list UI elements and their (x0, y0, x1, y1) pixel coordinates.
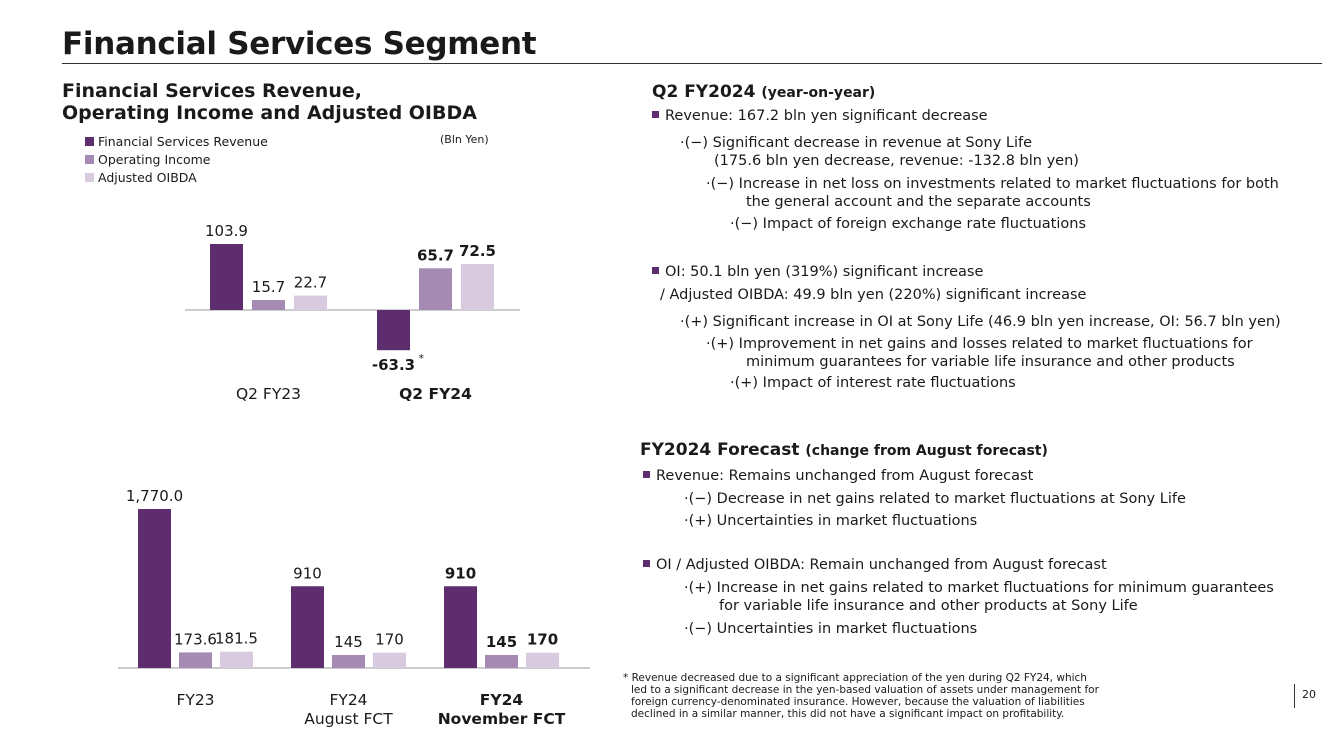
category-label-1-1: August FCT (304, 710, 393, 728)
fc-rev-r2: ·(+) Uncertainties in market fluctuation… (684, 513, 978, 529)
bar-operating-income-1 (332, 654, 365, 668)
data-label-adjusted-oibda-1: 72.5 (459, 242, 496, 260)
bar-adjusted-oibda-0 (220, 651, 253, 668)
fc-heading: FY2024 Forecast (change from August fore… (640, 440, 1048, 460)
fc-oi-text: OI / Adjusted OIBDA: Remain unchanged fr… (656, 557, 1107, 573)
legend-item-oibda: Adjusted OIBDA (85, 170, 197, 185)
bar-operating-income-0 (179, 652, 212, 668)
q2-oi-m2: ·(+) Improvement in net gains and losses… (706, 336, 1253, 352)
q2-rev-l4: the general account and the separate acc… (746, 194, 1091, 210)
data-label-adjusted-oibda-0: 181.5 (215, 630, 258, 648)
footnote-line-3: foreign currency-denominated insurance. … (631, 696, 1085, 708)
q2-oi-bullet: OI: 50.1 bln yen (319%) significant incr… (652, 263, 983, 281)
footnote-line-2: led to a significant decrease in the yen… (631, 684, 1099, 696)
charts-svg: 103.9 15.7 22.7 Q2 FY23 -63.3 * 65.7 72.5 Q2 FY2… (118, 222, 590, 728)
fc-heading-sub: (change from August forecast) (805, 443, 1048, 459)
q2-oi-text: OI: 50.1 bln yen (319%) significant incr… (665, 264, 984, 280)
chart-title-line-1: Financial Services Revenue, (62, 80, 362, 102)
fc-oi-bullet: OI / Adjusted OIBDA: Remain unchanged fr… (643, 556, 1107, 574)
fc-oi-o3: ·(−) Uncertainties in market fluctuation… (684, 621, 978, 637)
data-label-financial-services-revenue-0: 103.9 (205, 222, 248, 240)
footnote-text-1: Revenue decreased due to a significant a… (631, 672, 1087, 684)
q2-rev-l5: ·(−) Impact of foreign exchange rate flu… (730, 216, 1087, 232)
data-label-financial-services-revenue-1: 910 (293, 564, 322, 582)
legend-label-oi: Operating Income (98, 152, 211, 167)
bar-financial-services-revenue-1 (377, 310, 410, 351)
q2-oi-m4: ·(+) Impact of interest rate fluctuation… (730, 375, 1016, 391)
footnote-marker-label: * (419, 352, 425, 365)
bar-financial-services-revenue-1 (291, 586, 324, 668)
fc-revenue-bullet: Revenue: Remains unchanged from August f… (643, 467, 1033, 485)
data-label-adjusted-oibda-0: 22.7 (294, 274, 327, 292)
q2-heading-sub: (year-on-year) (761, 85, 876, 101)
fc-heading-main: FY2024 Forecast (640, 440, 800, 460)
category-label-1-0: Q2 FY24 (399, 385, 472, 403)
footnote-marker: * (623, 672, 629, 684)
bullet-square (652, 267, 659, 274)
legend-swatch-oi (85, 155, 94, 164)
q2-revenue-bullet: Revenue: 167.2 bln yen significant decre… (652, 107, 988, 125)
fc-rev-r1: ·(−) Decrease in net gains related to ma… (684, 491, 1186, 507)
data-label-adjusted-oibda-2: 170 (527, 631, 558, 649)
footnote-line-1: * Revenue decreased due to a significant… (623, 672, 1099, 684)
page-number: 20 (1302, 688, 1316, 701)
bar-operating-income-2 (485, 654, 518, 668)
unit-label: (Bln Yen) (440, 133, 489, 146)
legend-swatch-revenue (85, 137, 94, 146)
q2-revenue-text: Revenue: 167.2 bln yen significant decre… (665, 108, 988, 124)
bar-financial-services-revenue-2 (444, 586, 477, 668)
fc-oi-o2: for variable life insurance and other pr… (719, 598, 1138, 614)
footnote-line-4: declined in a similar manner, this did n… (631, 708, 1065, 720)
fc-oi-o1: ·(+) Increase in net gains related to ma… (684, 580, 1274, 596)
q2-heading-main: Q2 FY2024 (652, 82, 756, 102)
chart-title-line-2: Operating Income and Adjusted OIBDA (62, 102, 477, 124)
bar-adjusted-oibda-1 (461, 263, 494, 310)
data-label-operating-income-1: 65.7 (417, 246, 454, 264)
bullet-square (643, 471, 650, 478)
data-label-operating-income-0: 173.6 (174, 630, 217, 648)
data-label-adjusted-oibda-1: 170 (375, 631, 404, 649)
q2-rev-l3: ·(−) Increase in net loss on investments… (706, 176, 1279, 192)
bar-adjusted-oibda-0 (294, 295, 327, 310)
bar-financial-services-revenue-0 (138, 509, 171, 668)
legend-item-oi: Operating Income (85, 152, 210, 167)
quarterly-chart: 103.9 15.7 22.7 Q2 FY23 -63.3 * 65.7 72.5 Q2 FY2… (185, 222, 520, 403)
data-label-operating-income-1: 145 (334, 633, 363, 651)
bar-operating-income-0 (252, 300, 285, 310)
data-label-financial-services-revenue-2: 910 (445, 564, 476, 582)
bullet-square (643, 560, 650, 567)
fc-revenue-text: Revenue: Remains unchanged from August f… (656, 468, 1034, 484)
data-label-financial-services-revenue-1: -63.3 (372, 356, 415, 374)
page-title: Financial Services Segment (62, 26, 537, 62)
bar-adjusted-oibda-2 (526, 652, 559, 668)
category-label-2-1: November FCT (438, 710, 566, 728)
data-label-operating-income-0: 15.7 (252, 278, 285, 296)
category-label-2-0: FY24 (480, 691, 524, 709)
category-label-0-0: Q2 FY23 (236, 385, 301, 403)
q2-rev-l2: (175.6 bln yen decrease, revenue: -132.8… (714, 153, 1079, 169)
legend-label-oibda: Adjusted OIBDA (98, 170, 197, 185)
q2-heading: Q2 FY2024 (year-on-year) (652, 82, 875, 102)
q2-oi-m3: minimum guarantees for variable life ins… (746, 354, 1235, 370)
bar-adjusted-oibda-1 (373, 652, 406, 668)
legend-item-revenue: Financial Services Revenue (85, 134, 268, 149)
bar-operating-income-1 (419, 268, 452, 310)
bullet-square (652, 111, 659, 118)
q2-oibda-line: / Adjusted OIBDA: 49.9 bln yen (220%) si… (660, 287, 1087, 303)
legend-label-revenue: Financial Services Revenue (98, 134, 268, 149)
chart-title: Financial Services Revenue, Operating In… (62, 80, 477, 124)
page-number-divider (1294, 684, 1295, 708)
data-label-financial-services-revenue-0: 1,770.0 (126, 487, 183, 505)
title-divider (62, 63, 1322, 64)
q2-oi-m1: ·(+) Significant increase in OI at Sony … (680, 314, 1281, 330)
data-label-operating-income-2: 145 (486, 633, 517, 651)
category-label-0-0: FY23 (176, 691, 214, 709)
q2-rev-l1: ·(−) Significant decrease in revenue at … (680, 135, 1033, 151)
bar-financial-services-revenue-0 (210, 244, 243, 310)
legend-swatch-oibda (85, 173, 94, 182)
footnote: * Revenue decreased due to a significant… (623, 672, 1099, 720)
category-label-1-0: FY24 (329, 691, 367, 709)
